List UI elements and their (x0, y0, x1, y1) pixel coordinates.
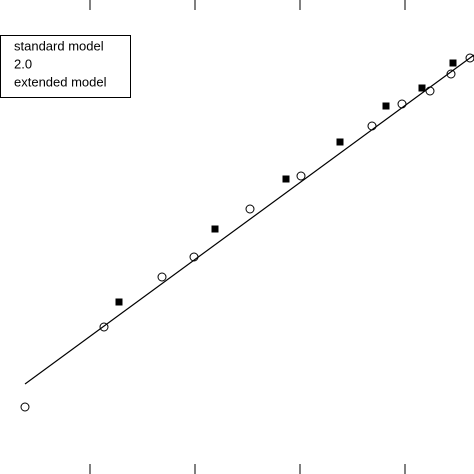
legend-label: standard model (14, 38, 104, 53)
point (336, 138, 344, 146)
point (382, 102, 390, 110)
point (418, 84, 426, 92)
legend-box (0, 35, 131, 98)
point (245, 204, 255, 214)
point (449, 59, 457, 67)
point (20, 402, 30, 412)
point (296, 171, 306, 181)
point (211, 225, 219, 233)
fit-line (24, 54, 474, 385)
point (425, 86, 435, 96)
legend-label: extended model (14, 74, 107, 89)
point (115, 298, 123, 306)
legend-label: 2.0 (14, 56, 32, 71)
point (282, 175, 290, 183)
point (367, 121, 377, 131)
point (157, 272, 167, 282)
point (397, 99, 407, 109)
point (446, 69, 456, 79)
